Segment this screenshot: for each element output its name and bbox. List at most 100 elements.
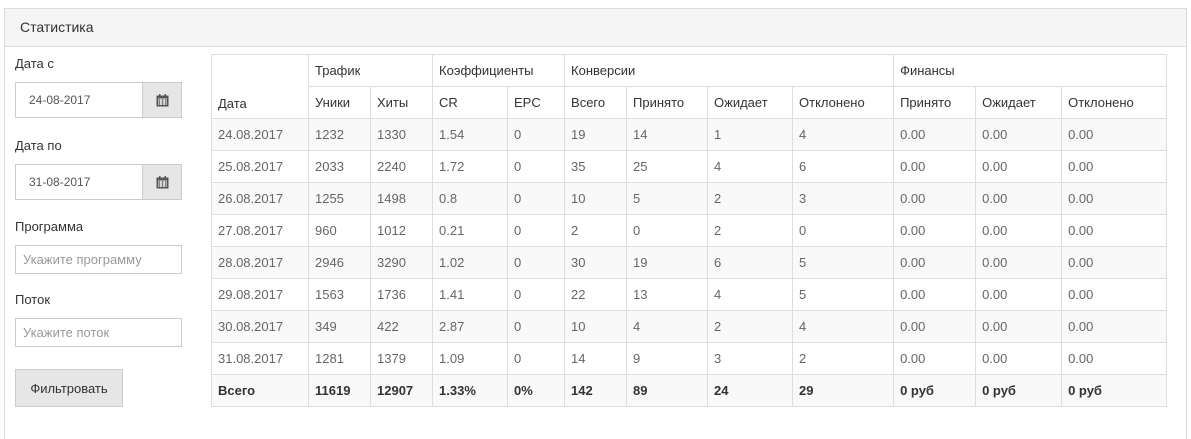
table-cell: 0 <box>792 214 895 247</box>
table-cell: 0.00 <box>975 118 1063 151</box>
flow-input[interactable]: Укажите поток <box>15 318 182 347</box>
table-row: 25.08.2017 2033 2240 1.72 0 35 25 4 6 0.00 0.00 0.0… <box>211 150 1168 183</box>
table-cell: 2240 <box>369 150 434 183</box>
column-header-conv-accepted: Принято <box>626 86 709 119</box>
table-cell: 22 <box>564 278 628 311</box>
table-cell: 0.00 <box>893 278 977 311</box>
total-cell: 1.33% <box>432 374 509 407</box>
group-header-traffic: Трафик <box>307 54 434 87</box>
table-cell: 0.00 <box>975 278 1063 311</box>
date-from-input[interactable]: 24-08-2017 <box>15 82 142 118</box>
calendar-icon <box>156 175 168 188</box>
table-cell: 3 <box>707 342 794 375</box>
table-cell: 0 <box>507 310 566 343</box>
table-cell: 0 <box>507 342 566 375</box>
table-row: 28.08.2017 2946 3290 1.02 0 30 19 6 5 0.00 0.00 0.0… <box>211 246 1168 279</box>
date-to-input[interactable]: 31-08-2017 <box>15 164 142 200</box>
table-cell: 1 <box>707 118 794 151</box>
table-cell: 2 <box>707 310 794 343</box>
column-header-conv-rejected: Отклонено <box>792 86 895 119</box>
table-cell: 0.00 <box>893 182 977 215</box>
table-cell: 13 <box>626 278 709 311</box>
total-cell: 11619 <box>308 374 371 407</box>
table-cell: 3 <box>792 182 895 215</box>
table-cell: 27.08.2017 <box>211 214 309 247</box>
calendar-icon <box>156 93 168 106</box>
table-cell: 0.00 <box>975 150 1063 183</box>
table-cell: 0.00 <box>1061 182 1168 215</box>
table-cell: 0 <box>507 278 566 311</box>
total-cell: 0 руб <box>1061 374 1168 407</box>
column-header-date: Дата <box>211 54 309 119</box>
table-cell: 1281 <box>308 342 371 375</box>
table-cell: 4 <box>792 310 895 343</box>
table-cell: 0 <box>507 182 566 215</box>
total-cell: 24 <box>707 374 794 407</box>
table-cell: 14 <box>626 118 709 151</box>
column-header-fin-pending: Ожидает <box>975 86 1063 119</box>
date-from-calendar-button[interactable] <box>142 82 182 118</box>
table-cell: 5 <box>626 182 709 215</box>
group-header-finances: Финансы <box>893 54 1168 87</box>
sub-header-row: Уники Хиты CR EPC Всего Принято Ожидает … <box>212 86 1168 119</box>
table-cell: 25 <box>626 150 709 183</box>
table-cell: 2.87 <box>432 310 509 343</box>
table-cell: 1.09 <box>432 342 509 375</box>
date-from-group: 24-08-2017 <box>15 82 182 118</box>
table-cell: 1379 <box>369 342 434 375</box>
table-cell: 0.00 <box>1061 246 1168 279</box>
table-cell: 0.00 <box>1061 342 1168 375</box>
table-cell: 1330 <box>369 118 434 151</box>
group-header-conversions: Конверсии <box>564 54 895 87</box>
column-header-epc: EPC <box>507 86 566 119</box>
total-cell: 0% <box>507 374 566 407</box>
table-cell: 0 <box>507 246 566 279</box>
program-label: Программа <box>15 219 84 234</box>
table-cell: 0 <box>626 214 709 247</box>
table-cell: 0.00 <box>975 214 1063 247</box>
filter-button[interactable]: Фильтровать <box>15 369 123 407</box>
table-row: 30.08.2017 349 422 2.87 0 10 4 2 4 0.00 0.00 0.00 <box>211 310 1168 343</box>
table-cell: 0.00 <box>1061 214 1168 247</box>
table-cell: 1012 <box>369 214 434 247</box>
column-header-fin-accepted: Принято <box>893 86 977 119</box>
table-cell: 4 <box>707 278 794 311</box>
table-cell: 9 <box>626 342 709 375</box>
flow-label: Поток <box>15 292 51 307</box>
table-cell: 2 <box>564 214 628 247</box>
total-cell: 89 <box>626 374 709 407</box>
table-cell: 0 <box>507 150 566 183</box>
panel-title: Статистика <box>5 9 1186 47</box>
table-cell: 0.00 <box>975 342 1063 375</box>
table-cell: 422 <box>369 310 434 343</box>
total-cell: 12907 <box>369 374 434 407</box>
table-cell: 0.00 <box>1061 150 1168 183</box>
date-to-calendar-button[interactable] <box>142 164 182 200</box>
total-cell: 0 руб <box>975 374 1063 407</box>
program-input[interactable]: Укажите программу <box>15 245 182 274</box>
table-cell: 5 <box>792 246 895 279</box>
date-to-group: 31-08-2017 <box>15 164 182 200</box>
table-cell: 0 <box>507 214 566 247</box>
total-label: Всего <box>211 374 309 407</box>
table-row: 29.08.2017 1563 1736 1.41 0 22 13 4 5 0.00 0.00 0.0… <box>211 278 1168 311</box>
group-header-coefficients: Коэффициенты <box>432 54 566 87</box>
table-cell: 6 <box>792 150 895 183</box>
table-cell: 2033 <box>308 150 371 183</box>
table-cell: 1.72 <box>432 150 509 183</box>
table-cell: 0.8 <box>432 182 509 215</box>
table-cell: 19 <box>626 246 709 279</box>
table-cell: 0.00 <box>975 182 1063 215</box>
table-cell: 0 <box>507 118 566 151</box>
total-cell: 0 руб <box>893 374 977 407</box>
table-cell: 25.08.2017 <box>211 150 309 183</box>
column-header-conv-pending: Ожидает <box>707 86 794 119</box>
table-cell: 0.00 <box>893 118 977 151</box>
date-to-label: Дата по <box>15 138 62 153</box>
column-header-conv-total: Всего <box>564 86 628 119</box>
table-cell: 35 <box>564 150 628 183</box>
total-row: Всего 11619 12907 1.33% 0% 142 89 24 29 0 руб 0 ру… <box>211 374 1168 407</box>
table-cell: 10 <box>564 182 628 215</box>
filter-form: Дата с 24-08-2017 Дата по 31-08-2017 <box>15 56 183 407</box>
table-cell: 31.08.2017 <box>211 342 309 375</box>
